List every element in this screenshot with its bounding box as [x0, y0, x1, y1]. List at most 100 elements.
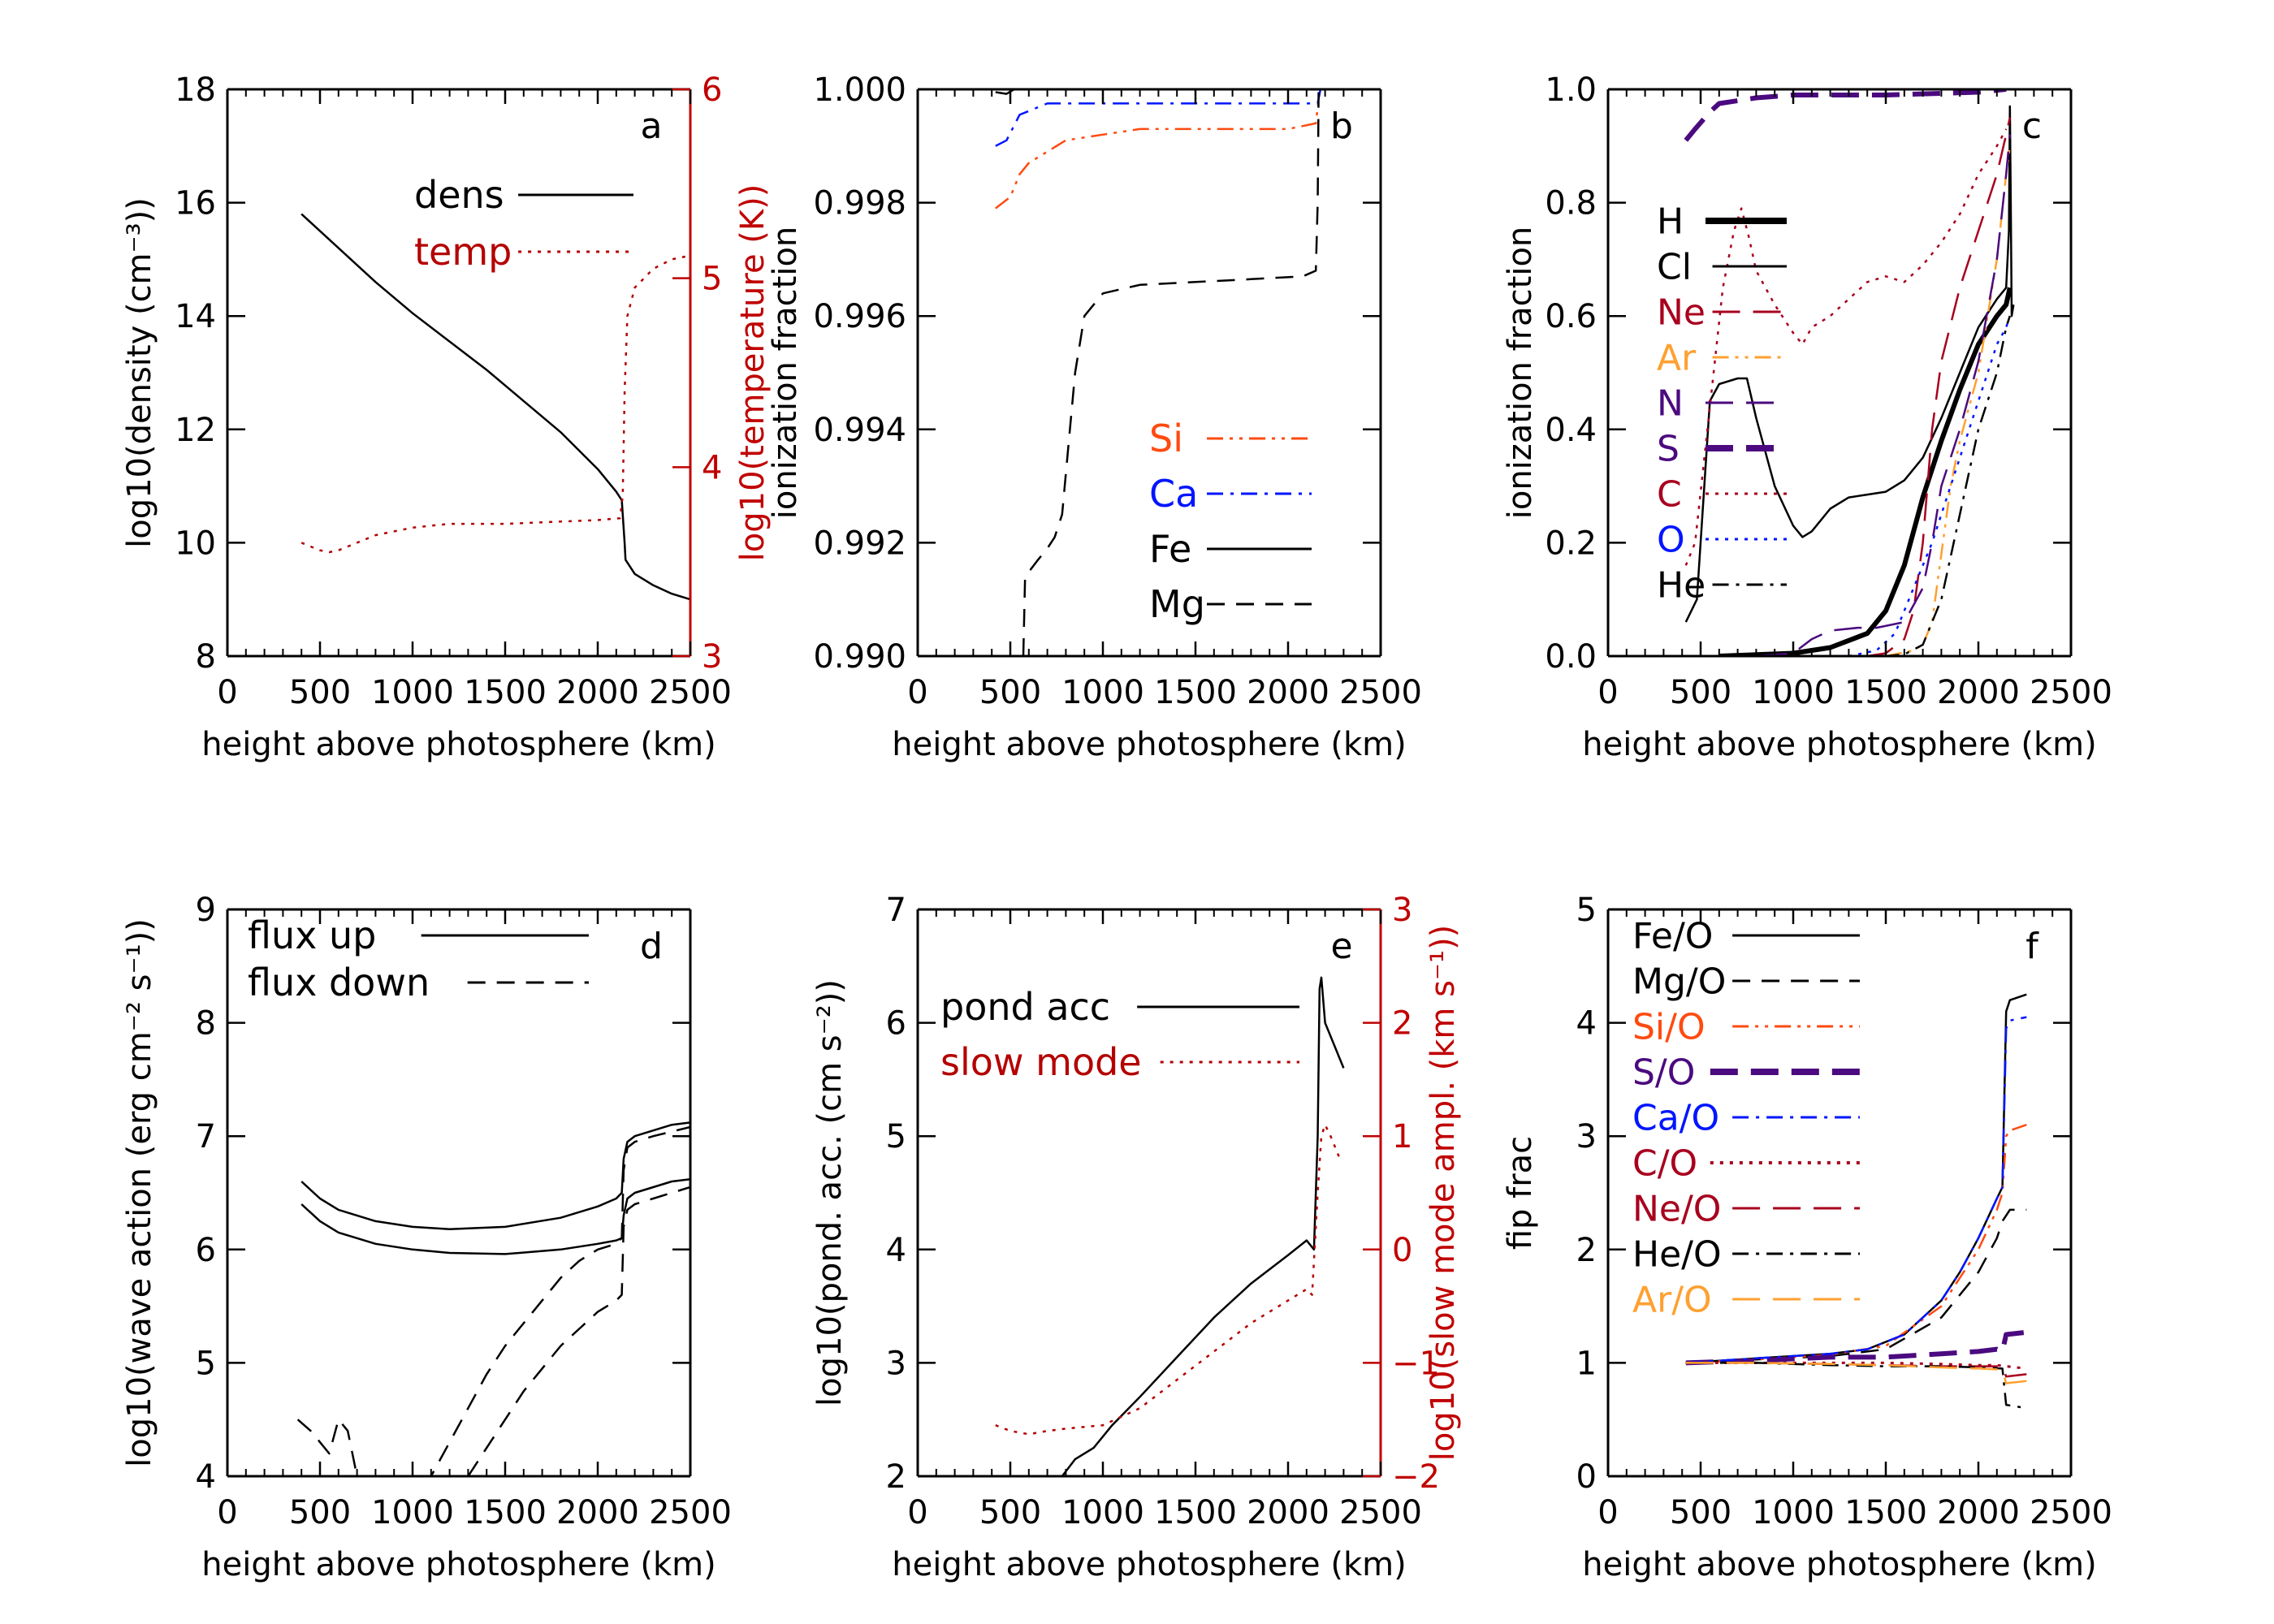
y2-tick-label-a-1: 4	[702, 449, 722, 486]
y-tick-label-a-5: 18	[175, 71, 216, 109]
legend-label-b-0: Si	[1149, 417, 1183, 460]
y-tick-label-d-3: 7	[196, 1118, 216, 1155]
series-f-1	[1685, 1208, 2027, 1364]
x-axis-label-a: height above photosphere (km)	[201, 726, 715, 763]
series-f-4	[1685, 1016, 2027, 1364]
x-tick-label-d-1: 500	[289, 1494, 351, 1531]
legend-label-c-1: Cl	[1657, 246, 1692, 287]
series-d-0	[300, 1121, 690, 1230]
legend-label-c-6: C	[1657, 473, 1682, 515]
x-tick-label-d-0: 0	[217, 1494, 237, 1531]
y-tick-label-a-2: 12	[175, 412, 216, 449]
y-tick-label-c-2: 0.4	[1545, 412, 1597, 449]
panel-letter-d: d	[640, 926, 663, 967]
legend-e: pond acc slow mode	[940, 985, 1299, 1084]
y-tick-label-d-4: 8	[196, 1005, 216, 1043]
y-tick-label-e-5: 7	[886, 892, 906, 929]
series-f-0	[1685, 993, 2027, 1364]
x-tick-label-d-2: 1000	[371, 1494, 454, 1531]
legend-label-f-5: C/O	[1632, 1142, 1697, 1184]
y-tick-label-b-3: 0.996	[813, 298, 906, 335]
x-tick-label-b-5: 2500	[1339, 674, 1422, 711]
y-tick-label-f-0: 0	[1576, 1458, 1597, 1496]
y2-tick-label-e-4: 2	[1392, 1005, 1412, 1043]
x-tick-label-a-4: 2000	[556, 674, 639, 711]
series-group-d	[296, 1121, 690, 1476]
series-a-1	[300, 254, 690, 554]
series-group-e	[995, 976, 1345, 1476]
series-group-f	[1685, 993, 2027, 1410]
y2-tick-label-a-2: 5	[702, 261, 722, 298]
y-tick-label-c-1: 0.2	[1545, 525, 1597, 562]
legend-label-f-1: Mg/O	[1632, 961, 1726, 1002]
legend-label-c-0: H	[1657, 201, 1684, 242]
panel-letter-f: f	[2025, 926, 2039, 967]
x-tick-label-a-3: 1500	[464, 674, 547, 711]
y-tick-label-b-1: 0.992	[813, 525, 906, 562]
x-tick-label-b-1: 500	[979, 674, 1041, 711]
y-tick-label-b-5: 1.000	[813, 71, 906, 109]
legend-label-b-3: Mg	[1149, 582, 1205, 626]
legend-label-d-0: flux up	[248, 914, 376, 957]
panel-letter-b: b	[1330, 106, 1353, 147]
y-tick-label-f-4: 4	[1576, 1005, 1597, 1043]
series-c-1	[1684, 105, 2015, 623]
x-tick-label-d-5: 2500	[649, 1494, 732, 1531]
y-tick-label-d-2: 6	[196, 1232, 216, 1269]
panel-b: 0 500 1000 1500 2000 2500 height above photosp…	[767, 71, 1422, 763]
x-axis-label-f: height above photosphere (km)	[1582, 1546, 2096, 1583]
y-tick-label-a-0: 8	[196, 638, 216, 676]
y-tick-label-d-5: 9	[196, 892, 216, 929]
series-c-4	[1718, 134, 2012, 656]
y-tick-label-b-4: 0.998	[813, 185, 906, 222]
legend-label-a-0: dens	[414, 173, 504, 217]
y2-tick-label-e-0: −2	[1392, 1458, 1440, 1496]
y2-tick-label-e-3: 1	[1392, 1118, 1412, 1155]
legend-label-c-2: Ne	[1657, 292, 1706, 333]
series-c-2	[1867, 117, 2012, 656]
y2-axis-label-e: log10(slow mode ampl. (km s⁻¹))	[1424, 925, 1462, 1462]
series-d-2	[296, 1125, 690, 1476]
series-f-3	[1685, 1329, 2027, 1366]
x-tick-label-c-5: 2500	[2030, 674, 2112, 711]
series-b-3	[1022, 92, 1320, 656]
legend-label-f-2: Si/O	[1632, 1006, 1706, 1047]
series-f-7	[1685, 1362, 2027, 1410]
y-tick-label-b-2: 0.994	[813, 412, 906, 449]
x-tick-label-e-2: 1000	[1061, 1494, 1144, 1531]
x-tick-label-e-3: 1500	[1154, 1494, 1237, 1531]
y2-tick-label-a-3: 6	[702, 71, 722, 109]
y-tick-label-b-0: 0.990	[813, 638, 906, 676]
y-axis-label-b: ionization fraction	[767, 227, 804, 520]
y-tick-label-f-2: 2	[1576, 1232, 1597, 1269]
panel-letter-c: c	[2022, 106, 2042, 147]
y2-axis-label-a: log10(temperature (K))	[734, 184, 772, 562]
x-axis-label-c: height above photosphere (km)	[1582, 726, 2096, 763]
x-tick-label-f-3: 1500	[1844, 1494, 1927, 1531]
x-tick-label-d-4: 2000	[556, 1494, 639, 1531]
series-c-7	[1848, 315, 2011, 656]
panel-a: 0 500 1000 1500 2000 2500 height above photosp…	[121, 71, 772, 763]
y-tick-label-e-3: 5	[886, 1118, 906, 1155]
y-tick-label-c-0: 0.0	[1545, 638, 1597, 676]
x-tick-label-e-4: 2000	[1247, 1494, 1329, 1531]
y2-tick-label-a-0: 3	[702, 638, 722, 676]
y-tick-label-c-5: 1.0	[1545, 71, 1597, 109]
y-tick-label-f-3: 3	[1576, 1118, 1597, 1155]
panel-e: 0 500 1000 1500 2000 2500 height above photosp…	[811, 892, 1462, 1583]
x-tick-label-b-3: 1500	[1154, 674, 1237, 711]
x-tick-label-c-2: 1000	[1752, 674, 1835, 711]
series-c-0	[1718, 287, 2012, 656]
x-tick-label-c-4: 2000	[1937, 674, 2020, 711]
legend-b: Si Ca Fe Mg	[1149, 417, 1312, 626]
series-group-c	[1684, 89, 2015, 656]
x-tick-label-d-3: 1500	[464, 1494, 547, 1531]
x-tick-label-e-1: 500	[979, 1494, 1041, 1531]
series-f-8	[1685, 1362, 2027, 1384]
legend-f: Fe/OMg/OSi/O S/OCa/OC/ONe/OHe/OAr/O	[1632, 915, 1860, 1320]
y-tick-label-d-1: 5	[196, 1345, 216, 1382]
x-axis-label-e: height above photosphere (km)	[892, 1546, 1406, 1583]
x-tick-label-c-1: 500	[1670, 674, 1731, 711]
y-tick-label-a-1: 10	[175, 525, 216, 562]
